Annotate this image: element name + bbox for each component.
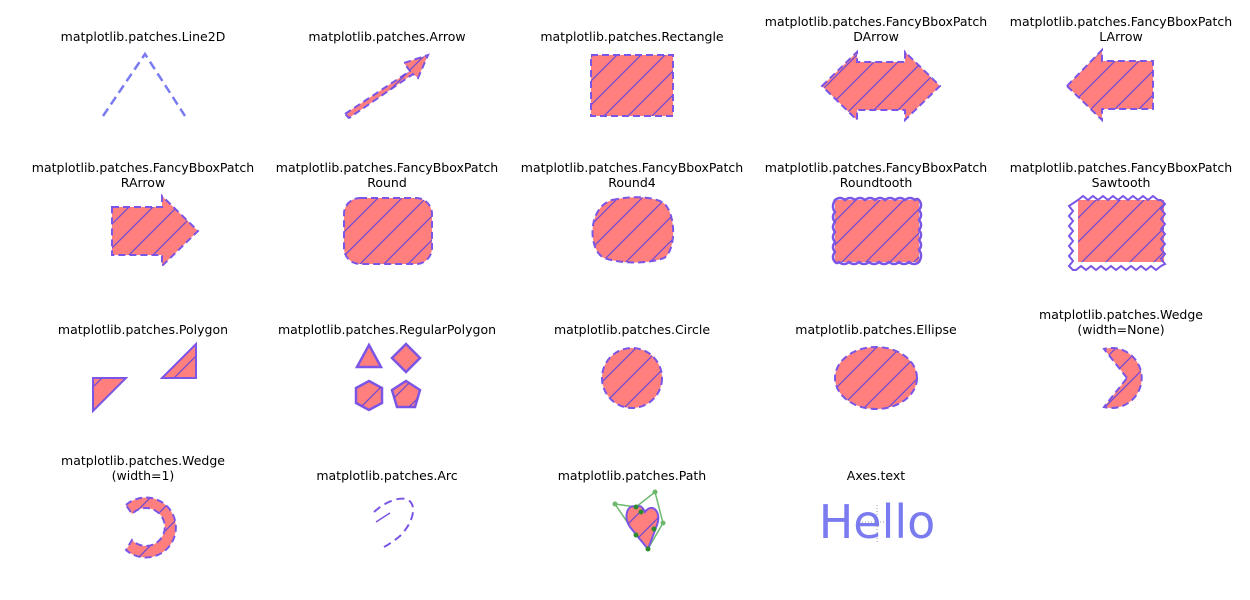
panel-title-arc: matplotlib.patches.Arc (316, 468, 458, 483)
line2d-shape (101, 51, 187, 117)
sawtooth-shape (1067, 194, 1167, 272)
panel-title-ellipse: matplotlib.patches.Ellipse (795, 322, 957, 337)
path-shape (612, 489, 666, 552)
arrow-shape (343, 53, 430, 120)
roundtooth-shape (831, 196, 923, 266)
panel-title-darrow: matplotlib.patches.FancyBboxPatch DArrow (764, 14, 988, 44)
panel-title-path: matplotlib.patches.Path (557, 468, 707, 483)
hello-text: Hello (819, 495, 936, 549)
panel-title-arrow: matplotlib.patches.Arrow (308, 29, 466, 44)
circle-shape (601, 347, 663, 409)
panel-title-round: matplotlib.patches.FancyBboxPatch Round (275, 160, 499, 190)
panel-title-rectangle: matplotlib.patches.Rectangle (540, 29, 724, 44)
regularpolygon-shape (354, 342, 422, 412)
panel-title-sawtooth: matplotlib.patches.FancyBboxPatch Sawtoot… (1009, 160, 1233, 190)
ellipse-shape (834, 346, 918, 410)
panel-title-wedge-none: matplotlib.patches.Wedge (width=None) (1039, 307, 1203, 337)
axes-text-shape: Hello (819, 495, 936, 549)
panel-title-circle: matplotlib.patches.Circle (553, 322, 711, 337)
panel-title-regularpolygon: matplotlib.patches.RegularPolygon (277, 322, 497, 337)
rectangle-shape (590, 54, 674, 117)
polygon-shape (92, 341, 197, 414)
larrow-shape (1065, 47, 1154, 123)
arc-shape (373, 497, 415, 548)
panel-title-round4: matplotlib.patches.FancyBboxPatch Round4 (520, 160, 744, 190)
panel-title-roundtooth: matplotlib.patches.FancyBboxPatch Roundto… (764, 160, 988, 190)
darrow-shape (820, 49, 942, 123)
round-shape (343, 197, 433, 265)
round4-shape (591, 196, 675, 264)
panel-title-axes-text: Axes.text (846, 468, 906, 483)
panel-title-rarrow: matplotlib.patches.FancyBboxPatch RArrow (31, 160, 255, 190)
panel-title-polygon: matplotlib.patches.Polygon (57, 322, 229, 337)
rarrow-shape (111, 193, 200, 269)
wedge-none-shape (1102, 347, 1143, 409)
panel-title-larrow: matplotlib.patches.FancyBboxPatch LArrow (1009, 14, 1233, 44)
wedge-1-shape (124, 496, 177, 559)
panel-title-line2d: matplotlib.patches.Line2D (60, 29, 226, 44)
panel-title-wedge-1: matplotlib.patches.Wedge (width=1) (61, 453, 225, 483)
